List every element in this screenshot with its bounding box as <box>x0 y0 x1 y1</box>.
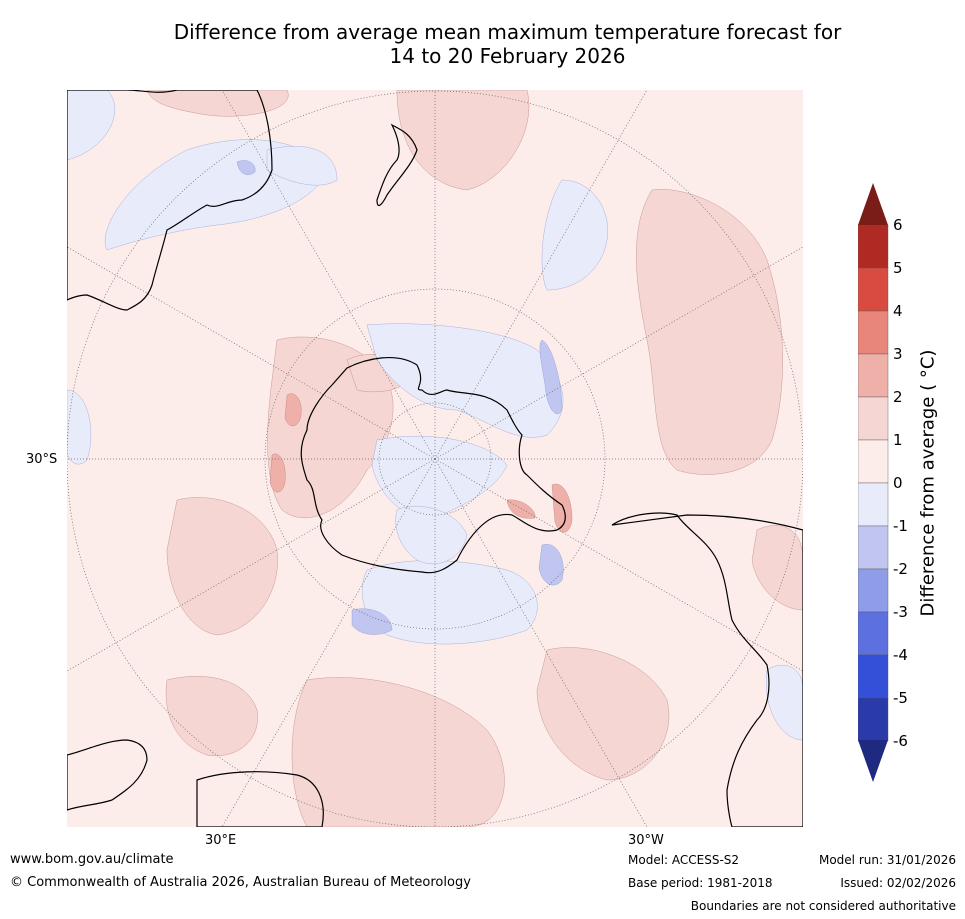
coastlines <box>67 90 803 827</box>
australia-coastline <box>67 90 273 311</box>
colorbar-tick: -4 <box>893 646 908 664</box>
new-zealand-coastline <box>376 123 418 207</box>
colorbar-bin-5to6 <box>858 224 889 269</box>
colorbar-bin-m3tom2 <box>858 568 889 613</box>
south-atlantic-cool-patch <box>541 179 608 291</box>
southern-ocean-warm-patch <box>291 677 505 827</box>
anomaly-minus2-to-minus1-regions <box>236 160 564 635</box>
lon-label-30w: 30°W <box>628 833 664 848</box>
east-atlantic-warm-patch <box>751 525 803 611</box>
colorbar-tick: -2 <box>893 560 908 578</box>
colorbar-bin-m2tom1 <box>858 525 889 570</box>
south-america-coastline <box>611 512 803 827</box>
anomaly-1-to-2-regions <box>146 90 803 827</box>
chart-title: Difference from average mean maximum tem… <box>0 20 965 68</box>
footer-copyright: © Commonwealth of Australia 2026, Austra… <box>10 875 471 890</box>
footer-issued: Issued: 02/02/2026 <box>840 876 956 890</box>
anomaly-2-to-3-regions <box>269 393 573 533</box>
colorbar-tick: -5 <box>893 689 908 707</box>
colorbar-arrow-above-6 <box>858 183 888 225</box>
east-antarctic-cool-patch <box>371 436 508 521</box>
footer-model-run: Model run: 31/01/2026 <box>818 853 956 867</box>
warm-core-2 <box>269 453 286 493</box>
cold-core-2 <box>539 339 563 414</box>
colorbar-bin-m5tom4 <box>858 654 889 699</box>
colorbar-arrow-below-minus6 <box>858 740 888 782</box>
colorbar-tick: 3 <box>893 345 903 363</box>
colorbar-tick: -3 <box>893 603 908 621</box>
colorbar-tick: 4 <box>893 302 903 320</box>
warm-core-4 <box>506 499 536 519</box>
title-line-2: 14 to 20 February 2026 <box>389 44 626 68</box>
south-atlantic-warm-patch <box>636 189 783 475</box>
colorbar-bin-2to3 <box>858 353 889 398</box>
south-indian-warm-patch <box>166 497 278 636</box>
colorbar-bin-m4tom3 <box>858 611 889 656</box>
africa-coastline-1 <box>67 739 148 811</box>
colorbar-bin-0to1 <box>858 439 889 484</box>
colorbar-bin-4to5 <box>858 267 889 312</box>
colorbar-tick: -6 <box>893 732 908 750</box>
cool-patch-northwest <box>67 90 115 161</box>
colorbar-tick: 2 <box>893 388 903 406</box>
footer-base-period: Base period: 1981-2018 <box>628 876 773 890</box>
colorbar-bin-3to4 <box>858 310 889 355</box>
cold-core-4 <box>351 608 393 635</box>
antarctica-coastline <box>300 357 566 574</box>
polar-cool-patch <box>395 506 468 564</box>
lat-label-30s: 30°S <box>26 452 58 467</box>
cool-patch-east-indian <box>266 146 338 186</box>
colorbar-bin-1to2 <box>858 396 889 441</box>
graticule <box>67 90 803 827</box>
drake-warm-patch <box>536 647 669 781</box>
colorbar-bin-m1to0 <box>858 482 889 527</box>
south-indian-warm-patch-2 <box>165 676 258 756</box>
cool-patch-east <box>766 665 803 741</box>
indian-north-warm-patch <box>146 90 289 117</box>
warm-core-3 <box>551 483 573 533</box>
footer-disclaimer: Boundaries are not considered authoritat… <box>690 899 956 913</box>
colorbar-bin-m6tom5 <box>858 697 889 742</box>
colorbar-tick: 6 <box>893 216 903 234</box>
lon-label-30e: 30°E <box>205 833 237 848</box>
cold-core-3 <box>538 544 564 586</box>
cold-core-1 <box>236 160 256 175</box>
footer-url[interactable]: www.bom.gov.au/climate <box>10 852 174 867</box>
forecast-map[interactable] <box>67 90 803 827</box>
map-canvas <box>67 90 803 827</box>
warm-core-1 <box>284 393 302 427</box>
footer-model: Model: ACCESS-S2 <box>628 853 740 867</box>
colorbar-tick: 1 <box>893 431 903 449</box>
title-line-1: Difference from average mean maximum tem… <box>173 20 842 44</box>
africa-coastline-2 <box>196 771 324 827</box>
colorbar-title: Difference from average ( °C) <box>917 349 939 617</box>
colorbar <box>858 183 889 782</box>
colorbar-tick: -1 <box>893 517 908 535</box>
colorbar-tick: 5 <box>893 259 903 277</box>
anomaly-minus1-to-0-regions <box>67 90 803 741</box>
cool-patch-west <box>67 389 92 465</box>
pacific-warm-patch <box>396 90 529 191</box>
colorbar-tick: 0 <box>893 474 903 492</box>
